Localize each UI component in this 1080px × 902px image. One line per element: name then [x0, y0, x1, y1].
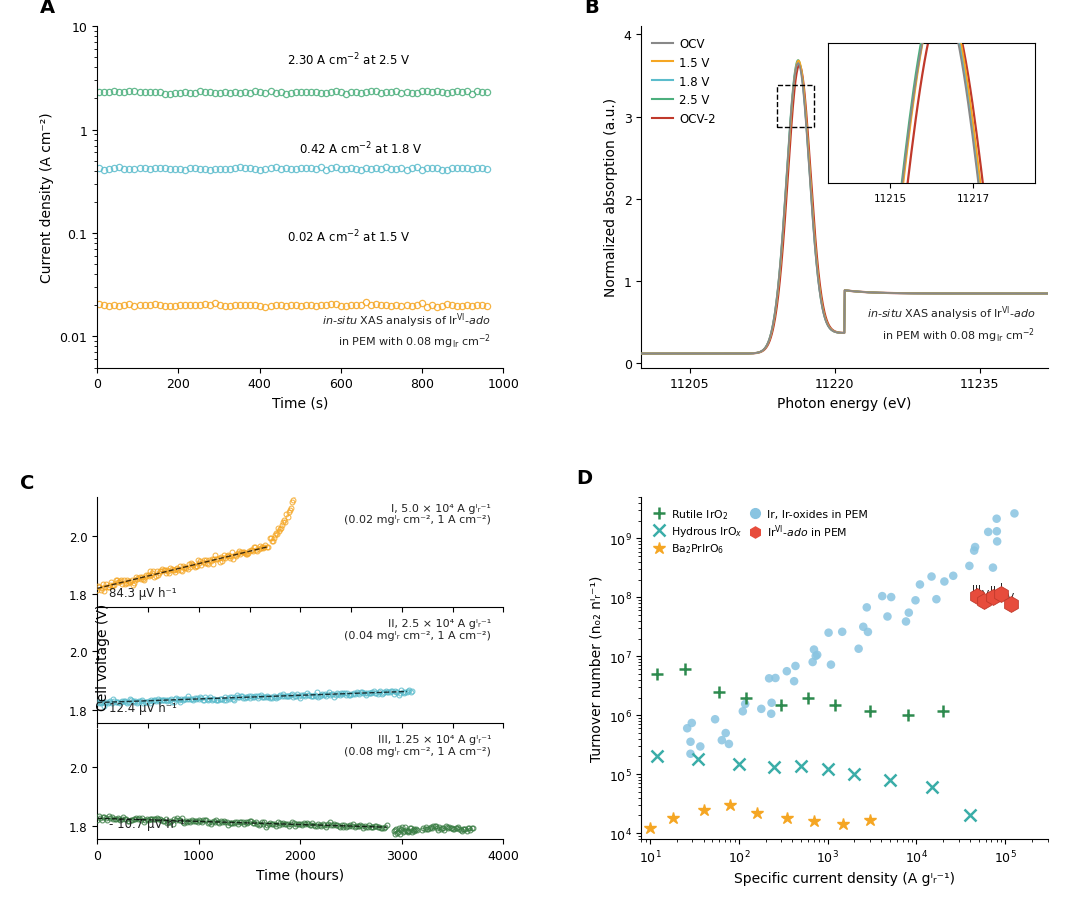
Point — [762, 707, 780, 722]
Y-axis label: Normalized absorption (a.u.): Normalized absorption (a.u.) — [604, 98, 618, 297]
Point — [988, 524, 1005, 538]
X-axis label: Photon energy (eV): Photon energy (eV) — [778, 396, 912, 410]
Point — [678, 722, 696, 736]
Point — [717, 726, 734, 741]
Text: II: II — [989, 585, 996, 596]
Point — [993, 587, 1010, 602]
Point — [850, 642, 867, 657]
Point — [966, 544, 983, 558]
Point — [900, 606, 917, 621]
Point — [988, 535, 1005, 549]
Point — [928, 593, 945, 607]
Point — [834, 625, 851, 640]
Text: V: V — [1007, 592, 1014, 603]
Text: 12.4 μV h⁻¹: 12.4 μV h⁻¹ — [109, 702, 177, 714]
Text: III, 1.25 × 10⁴ A gᴵᵣ⁻¹
(0.08 mgᴵᵣ cm⁻², 1 A cm⁻²): III, 1.25 × 10⁴ A gᴵᵣ⁻¹ (0.08 mgᴵᵣ cm⁻²,… — [345, 734, 491, 756]
Point — [1005, 507, 1023, 521]
Point — [753, 702, 770, 716]
Point — [681, 747, 699, 761]
Point — [969, 589, 986, 603]
Point — [734, 704, 752, 719]
Point — [807, 649, 824, 664]
Point — [945, 569, 962, 584]
Point — [1002, 597, 1020, 612]
Point — [785, 674, 802, 688]
Bar — [777, 86, 813, 128]
Text: - 10.7 μV h⁻¹: - 10.7 μV h⁻¹ — [109, 817, 186, 830]
Point — [984, 561, 1001, 575]
Point — [806, 642, 823, 657]
Text: III: III — [972, 584, 982, 594]
Text: IV: IV — [980, 589, 989, 599]
Point — [860, 625, 877, 640]
Point — [984, 591, 1001, 605]
Text: $\it{in}$-$\it{situ}$ XAS analysis of Ir$^{\rm VI}$-$\it{ado}$
in PEM with 0.08 : $\it{in}$-$\it{situ}$ XAS analysis of Ir… — [323, 311, 491, 351]
Point — [762, 695, 780, 710]
Y-axis label: Turnover number (nₒ₂ nᴵᵣ⁻¹): Turnover number (nₒ₂ nᴵᵣ⁻¹) — [590, 575, 603, 761]
Point — [804, 655, 821, 669]
Text: 2.30 A cm$^{-2}$ at 2.5 V: 2.30 A cm$^{-2}$ at 2.5 V — [287, 51, 410, 68]
Point — [988, 512, 1005, 527]
Point — [967, 540, 984, 555]
Text: B: B — [584, 0, 599, 17]
Point — [923, 570, 941, 584]
Point — [760, 671, 778, 686]
Point — [691, 740, 708, 754]
Point — [859, 601, 876, 615]
Legend: Rutile IrO$_2$, Hydrous IrO$_x$, Ba$_2$PrIrO$_6$, Ir, Ir-oxides in PEM, Ir$^{\rm: Rutile IrO$_2$, Hydrous IrO$_x$, Ba$_2$P… — [647, 503, 873, 560]
Point — [854, 620, 872, 634]
Point — [681, 735, 699, 750]
Point — [720, 737, 738, 751]
Point — [961, 559, 978, 574]
X-axis label: Specific current density (A gᴵᵣ⁻¹): Specific current density (A gᴵᵣ⁻¹) — [734, 870, 955, 885]
Legend: OCV, 1.5 V, 1.8 V, 2.5 V, OCV-2: OCV, 1.5 V, 1.8 V, 2.5 V, OCV-2 — [647, 33, 720, 131]
Point — [713, 733, 730, 748]
Point — [975, 594, 993, 608]
Point — [907, 594, 924, 608]
Point — [935, 575, 953, 589]
Point — [706, 713, 724, 727]
Point — [874, 589, 891, 603]
Point — [809, 648, 826, 662]
Text: I, 5.0 × 10⁴ A gᴵᵣ⁻¹
(0.02 mgᴵᵣ cm⁻², 1 A cm⁻²): I, 5.0 × 10⁴ A gᴵᵣ⁻¹ (0.02 mgᴵᵣ cm⁻², 1 … — [345, 503, 491, 525]
Text: II, 2.5 × 10⁴ A gᴵᵣ⁻¹
(0.04 mgᴵᵣ cm⁻², 1 A cm⁻²): II, 2.5 × 10⁴ A gᴵᵣ⁻¹ (0.04 mgᴵᵣ cm⁻², 1… — [345, 619, 491, 640]
Text: 84.3 μV h⁻¹: 84.3 μV h⁻¹ — [109, 586, 177, 599]
Point — [820, 626, 837, 640]
Y-axis label: Current density (A cm⁻²): Current density (A cm⁻²) — [40, 113, 54, 283]
Text: C: C — [21, 474, 35, 492]
X-axis label: Time (hours): Time (hours) — [256, 867, 345, 881]
Text: Cell voltage (V): Cell voltage (V) — [96, 603, 109, 710]
Point — [882, 590, 900, 604]
Point — [897, 614, 915, 629]
Text: D: D — [577, 468, 593, 488]
Text: $\it{in}$-$\it{situ}$ XAS analysis of Ir$^{\rm VI}$-$\it{ado}$
in PEM with 0.08 : $\it{in}$-$\it{situ}$ XAS analysis of Ir… — [866, 305, 1036, 345]
Point — [767, 671, 784, 686]
Point — [912, 577, 929, 592]
Text: 0.42 A cm$^{-2}$ at 1.8 V: 0.42 A cm$^{-2}$ at 1.8 V — [299, 140, 423, 157]
Text: 0.02 A cm$^{-2}$ at 1.5 V: 0.02 A cm$^{-2}$ at 1.5 V — [287, 229, 410, 245]
Point — [879, 610, 896, 624]
Text: A: A — [40, 0, 55, 17]
Point — [980, 525, 997, 539]
Point — [822, 658, 839, 672]
Point — [737, 697, 754, 712]
Text: I: I — [1000, 582, 1002, 593]
Point — [684, 716, 701, 731]
X-axis label: Time (s): Time (s) — [272, 396, 328, 410]
Point — [779, 664, 796, 678]
Point — [787, 659, 805, 674]
